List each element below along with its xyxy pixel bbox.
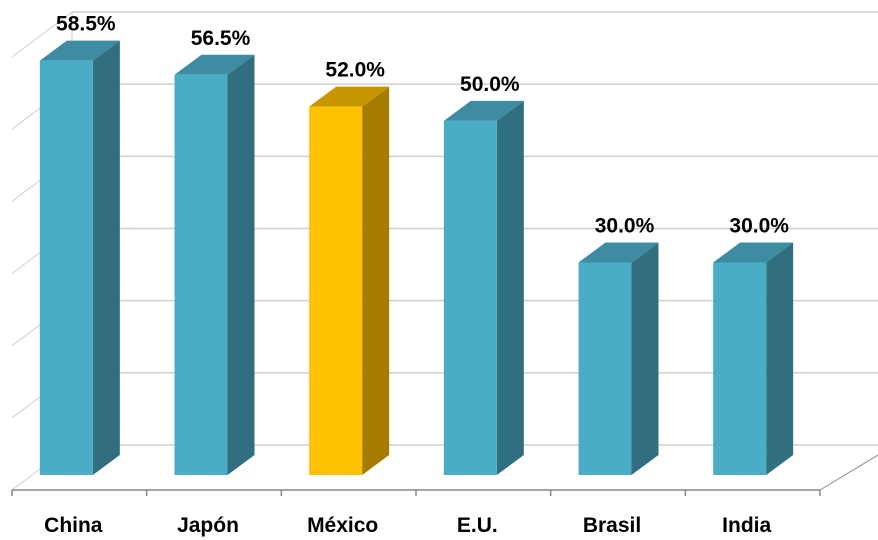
category-label: México xyxy=(307,514,378,537)
bar-top xyxy=(39,40,120,61)
bar-front xyxy=(578,262,632,475)
value-label: 56.5% xyxy=(191,27,251,50)
bar-front xyxy=(443,120,497,475)
value-label: 30.0% xyxy=(729,215,789,238)
bar-jap-n xyxy=(174,54,255,476)
bar-side xyxy=(227,54,255,476)
category-label: China xyxy=(44,514,103,537)
bar-brasil xyxy=(578,242,659,475)
category-label: Brasil xyxy=(583,514,641,537)
bar-top xyxy=(309,86,390,107)
value-label: 58.5% xyxy=(56,13,116,36)
value-labels: 58.5% 56.5% 52.0% 50.0% 30.0% 30.0% xyxy=(56,13,789,238)
bar-front xyxy=(309,106,363,476)
gridline-depth xyxy=(11,11,73,58)
bar-e-u- xyxy=(443,100,524,475)
axes xyxy=(11,454,878,496)
bar-front xyxy=(39,60,93,475)
bar-india xyxy=(713,242,794,475)
bar-top xyxy=(713,242,794,263)
bar-top xyxy=(578,242,659,263)
bar-top xyxy=(443,100,524,121)
value-label: 52.0% xyxy=(325,59,385,82)
bar-side xyxy=(362,86,390,476)
category-label: Japón xyxy=(177,514,239,537)
bar-side xyxy=(496,100,524,475)
bar-front xyxy=(174,74,228,476)
bar-side xyxy=(631,242,659,475)
bar-front xyxy=(713,262,767,475)
bar-top xyxy=(174,54,255,75)
bar-side xyxy=(766,242,794,475)
category-label: India xyxy=(722,514,771,537)
bar-m-xico xyxy=(309,86,390,476)
category-label: E.U. xyxy=(457,514,498,537)
value-label: 50.0% xyxy=(460,73,520,96)
value-label: 30.0% xyxy=(595,215,655,238)
bar-side xyxy=(92,40,120,475)
category-labels: China Japón México E.U. Brasil India xyxy=(44,514,771,537)
bar-china xyxy=(39,40,120,475)
floor-right-edge xyxy=(819,454,878,491)
bars xyxy=(39,40,794,476)
